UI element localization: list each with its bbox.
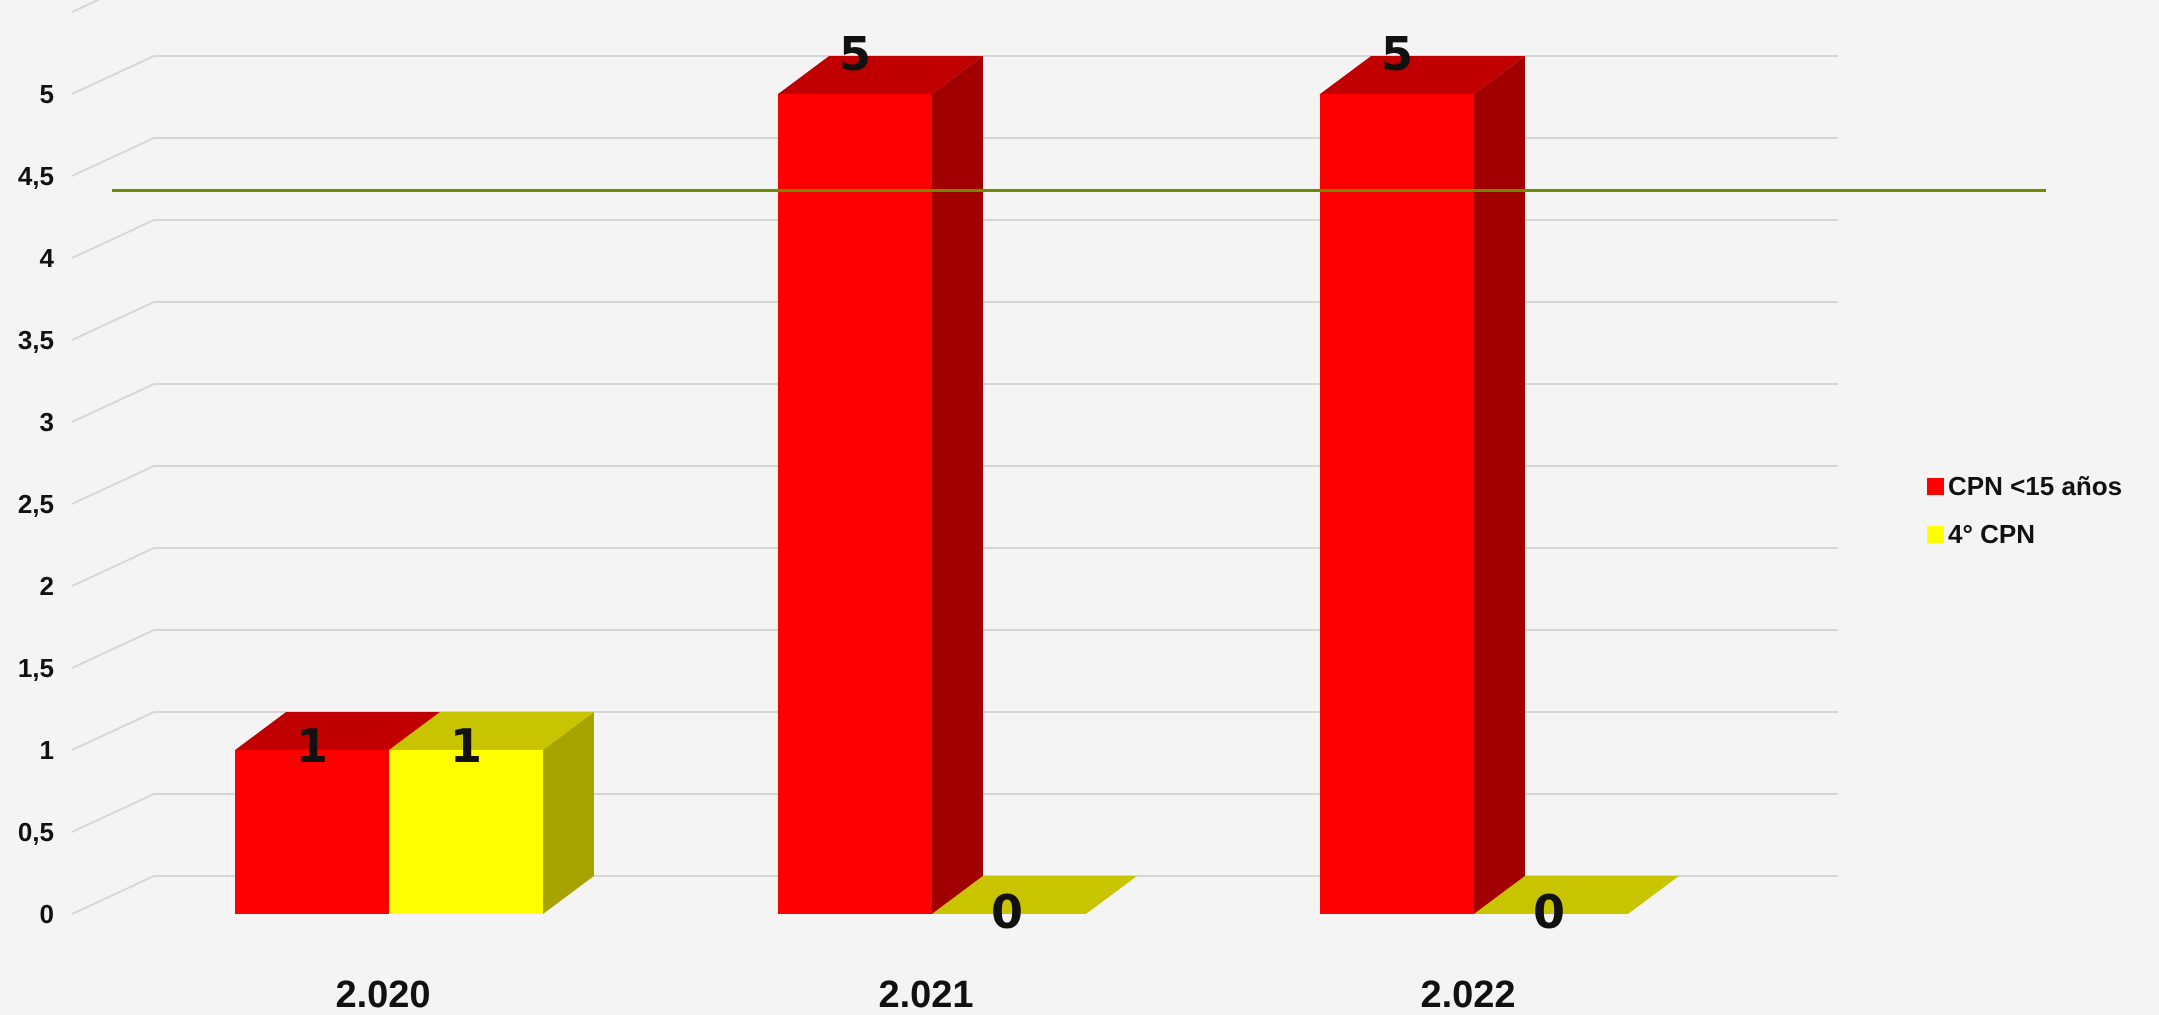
bar-front [778,94,932,914]
bar-front [235,750,389,914]
y-tick-label: 4,5 [18,161,54,191]
data-label: 1 [450,719,482,773]
bar-top [389,712,594,750]
bar-cuarto-cpn-2.020 [389,712,594,914]
legend-entry-label: 4° CPN [1948,519,2035,549]
bar-front [1320,94,1474,914]
bar-cpn-menor-15-2.021 [778,56,983,914]
y-tick-label: 0 [40,899,54,929]
bar-cuarto-cpn-2.022 [1474,876,1679,914]
data-label: 1 [296,719,328,773]
x-tick-label: 2.020 [335,974,430,1015]
y-tick-label: 1 [40,735,54,765]
bars [235,56,1679,914]
bar-top [932,876,1137,914]
bar-top [778,56,983,94]
legend-entry-label: CPN <15 años [1948,471,2122,501]
y-tick-label: 3 [40,407,54,437]
bar-cpn-menor-15-2.022 [1320,56,1525,914]
gridline-diagonal [71,465,155,505]
bar-top [235,712,440,750]
bar-top [1474,876,1679,914]
x-tick-label: 2.021 [878,974,973,1015]
y-tick-label: 1,5 [18,653,54,683]
bar-side [932,56,983,914]
x-tick-label: 2.022 [1420,974,1515,1015]
bar-side [1474,56,1525,914]
data-label: 5 [1381,27,1413,81]
y-tick-label: 5 [40,79,54,109]
bar-cuarto-cpn-2.021 [932,876,1137,914]
gridline-diagonal [71,629,155,669]
data-label: 5 [839,27,871,81]
gridline-diagonal [71,55,155,95]
bar-side [543,712,594,914]
gridline-diagonal [71,875,155,915]
legend: CPN <15 años 4° CPN [1927,471,2122,549]
gridline-diagonal [71,547,155,587]
gridline-diagonal [71,711,155,751]
y-tick-label: 2 [40,571,54,601]
gridline-diagonal [71,301,155,341]
gridline-diagonal [71,793,155,833]
legend-swatch [1927,526,1944,543]
data-label: 0 [991,885,1023,939]
x-axis-category-labels: 2.020 2.021 2.022 [335,974,1515,1015]
bar-front [389,750,543,914]
data-label: 0 [1533,885,1565,939]
data-labels: 1 1 5 0 5 0 [296,27,1565,939]
y-tick-label: 0,5 [18,817,54,847]
gridline-diagonal [71,137,155,177]
y-tick-label: 3,5 [18,325,54,355]
gridline-diagonal [71,383,155,423]
gridline-diagonal [71,219,155,259]
y-axis-tick-labels: 0 0,5 1 1,5 2 2,5 3 3,5 4 4,5 5 [18,79,55,929]
y-tick-label: 2,5 [18,489,54,519]
y-tick-label: 4 [40,243,55,273]
legend-swatch [1927,478,1944,495]
bar-top [1320,56,1525,94]
gridline-diagonal [71,0,101,13]
